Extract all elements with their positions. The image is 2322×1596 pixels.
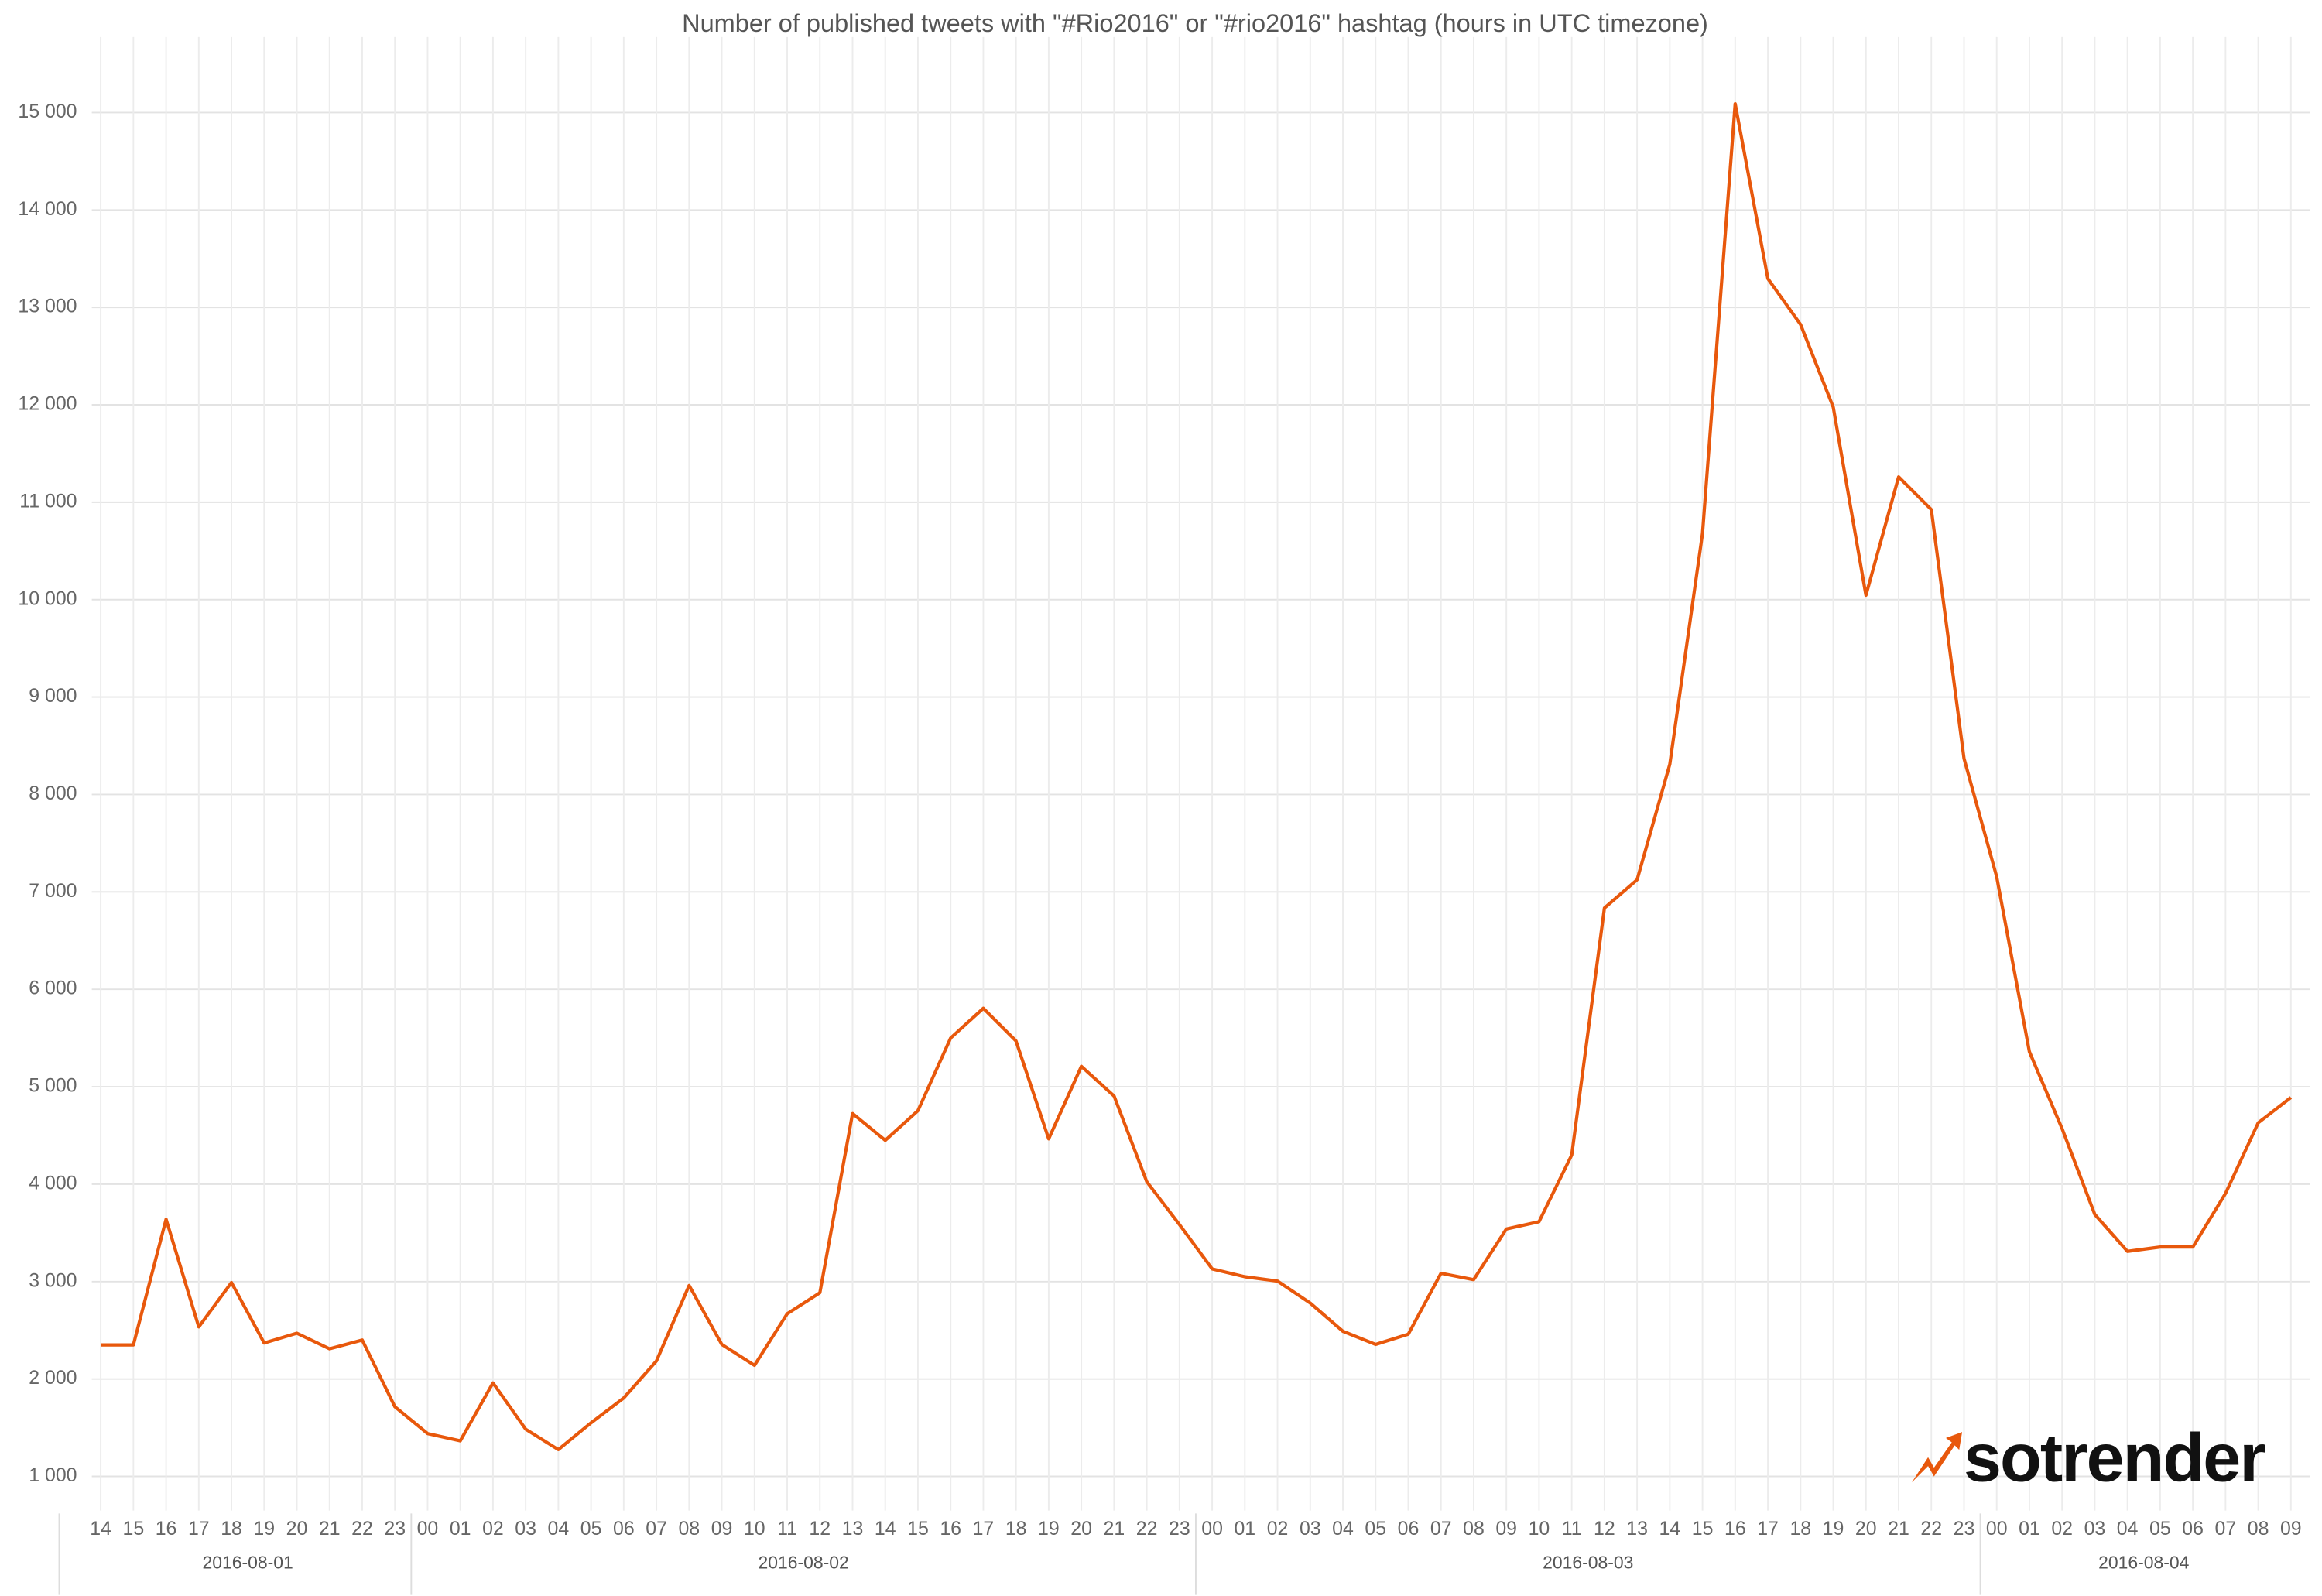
y-tick-label: 13 000 — [18, 296, 77, 317]
x-tick-label: 17 — [1757, 1518, 1779, 1539]
x-tick-label: 12 — [1594, 1518, 1615, 1539]
x-tick-label: 08 — [678, 1518, 700, 1539]
x-tick-label: 07 — [2215, 1518, 2237, 1539]
x-tick-label: 13 — [1626, 1518, 1648, 1539]
day-label: 2016-08-03 — [1543, 1553, 1633, 1573]
x-tick-label: 00 — [1201, 1518, 1223, 1539]
x-tick-label: 15 — [123, 1518, 145, 1539]
x-tick-label: 02 — [1267, 1518, 1289, 1539]
x-tick-label: 04 — [2117, 1518, 2139, 1539]
x-tick-label: 05 — [2149, 1518, 2171, 1539]
x-tick-label: 20 — [1070, 1518, 1092, 1539]
x-tick-label: 14 — [1659, 1518, 1681, 1539]
y-tick-label: 1 000 — [29, 1464, 77, 1486]
x-tick-label: 19 — [253, 1518, 275, 1539]
x-tick-label: 09 — [1495, 1518, 1517, 1539]
x-tick-label: 16 — [940, 1518, 961, 1539]
x-tick-label: 15 — [907, 1518, 929, 1539]
x-tick-label: 03 — [1300, 1518, 1321, 1539]
y-tick-label: 12 000 — [18, 393, 77, 415]
x-tick-label: 00 — [417, 1518, 439, 1539]
logo: sotrender — [1912, 1419, 2266, 1495]
x-tick-label: 23 — [1954, 1518, 1975, 1539]
grid — [91, 36, 2310, 1511]
x-tick-label: 05 — [580, 1518, 602, 1539]
x-tick-label: 23 — [1169, 1518, 1190, 1539]
x-tick-label: 23 — [384, 1518, 406, 1539]
x-tick-label: 06 — [1398, 1518, 1420, 1539]
x-tick-label: 02 — [2051, 1518, 2073, 1539]
x-tick-label: 12 — [809, 1518, 831, 1539]
x-tick-label: 04 — [1332, 1518, 1354, 1539]
x-tick-label: 19 — [1823, 1518, 1844, 1539]
x-tick-label: 15 — [1692, 1518, 1714, 1539]
x-tick-label: 16 — [156, 1518, 177, 1539]
logo-text: sotrender — [1964, 1419, 2265, 1495]
x-tick-label: 14 — [90, 1518, 111, 1539]
x-tick-label: 22 — [1136, 1518, 1158, 1539]
x-tick-label: 21 — [1888, 1518, 1909, 1539]
y-tick-label: 6 000 — [29, 978, 77, 999]
y-tick-label: 9 000 — [29, 685, 77, 707]
x-tick-label: 19 — [1038, 1518, 1060, 1539]
x-tick-label: 17 — [188, 1518, 210, 1539]
x-tick-label: 08 — [1463, 1518, 1485, 1539]
x-tick-label: 16 — [1724, 1518, 1746, 1539]
y-tick-label: 14 000 — [18, 198, 77, 220]
x-tick-label: 05 — [1365, 1518, 1386, 1539]
x-tick-label: 18 — [1005, 1518, 1027, 1539]
y-tick-label: 3 000 — [29, 1269, 77, 1291]
x-tick-label: 09 — [711, 1518, 733, 1539]
day-label: 2016-08-02 — [758, 1553, 848, 1573]
x-tick-label: 08 — [2248, 1518, 2269, 1539]
x-tick-label: 01 — [1234, 1518, 1255, 1539]
x-tick-label: 10 — [1529, 1518, 1550, 1539]
x-tick-label: 21 — [319, 1518, 341, 1539]
y-tick-label: 15 000 — [18, 101, 77, 122]
x-tick-label: 07 — [646, 1518, 667, 1539]
x-tick-label: 00 — [1986, 1518, 2008, 1539]
x-tick-label: 20 — [1855, 1518, 1877, 1539]
x-tick-label: 04 — [548, 1518, 570, 1539]
x-tick-label: 06 — [613, 1518, 635, 1539]
x-tick-label: 17 — [973, 1518, 995, 1539]
x-tick-label: 09 — [2280, 1518, 2302, 1539]
x-tick-label: 22 — [351, 1518, 373, 1539]
x-tick-label: 03 — [2084, 1518, 2106, 1539]
x-tick-label: 11 — [1562, 1518, 1582, 1539]
data-line — [101, 101, 2293, 1451]
y-tick-label: 4 000 — [29, 1172, 77, 1194]
x-tick-label: 14 — [875, 1518, 896, 1539]
x-tick-label: 07 — [1430, 1518, 1452, 1539]
x-tick-label: 11 — [777, 1518, 797, 1539]
x-tick-label: 22 — [1920, 1518, 1942, 1539]
x-tick-label: 13 — [842, 1518, 864, 1539]
x-tick-label: 21 — [1104, 1518, 1125, 1539]
chart-title: Number of published tweets with "#Rio201… — [682, 9, 1708, 37]
y-tick-label: 5 000 — [29, 1075, 77, 1097]
x-tick-label: 02 — [482, 1518, 504, 1539]
y-tick-label: 8 000 — [29, 783, 77, 804]
x-tick-label: 06 — [2182, 1518, 2204, 1539]
y-tick-label: 10 000 — [18, 587, 77, 609]
x-tick-label: 01 — [450, 1518, 471, 1539]
y-tick-label: 2 000 — [29, 1367, 77, 1389]
x-tick-label: 01 — [2019, 1518, 2040, 1539]
x-tick-label: 03 — [515, 1518, 536, 1539]
day-label: 2016-08-01 — [202, 1553, 293, 1573]
logo-icon — [1912, 1432, 1963, 1483]
day-label: 2016-08-04 — [2098, 1553, 2190, 1573]
x-tick-label: 18 — [221, 1518, 242, 1539]
x-tick-label: 10 — [744, 1518, 765, 1539]
y-tick-label: 11 000 — [19, 490, 77, 512]
x-tick-label: 20 — [286, 1518, 308, 1539]
y-tick-label: 7 000 — [29, 880, 77, 902]
x-tick-label: 18 — [1789, 1518, 1811, 1539]
